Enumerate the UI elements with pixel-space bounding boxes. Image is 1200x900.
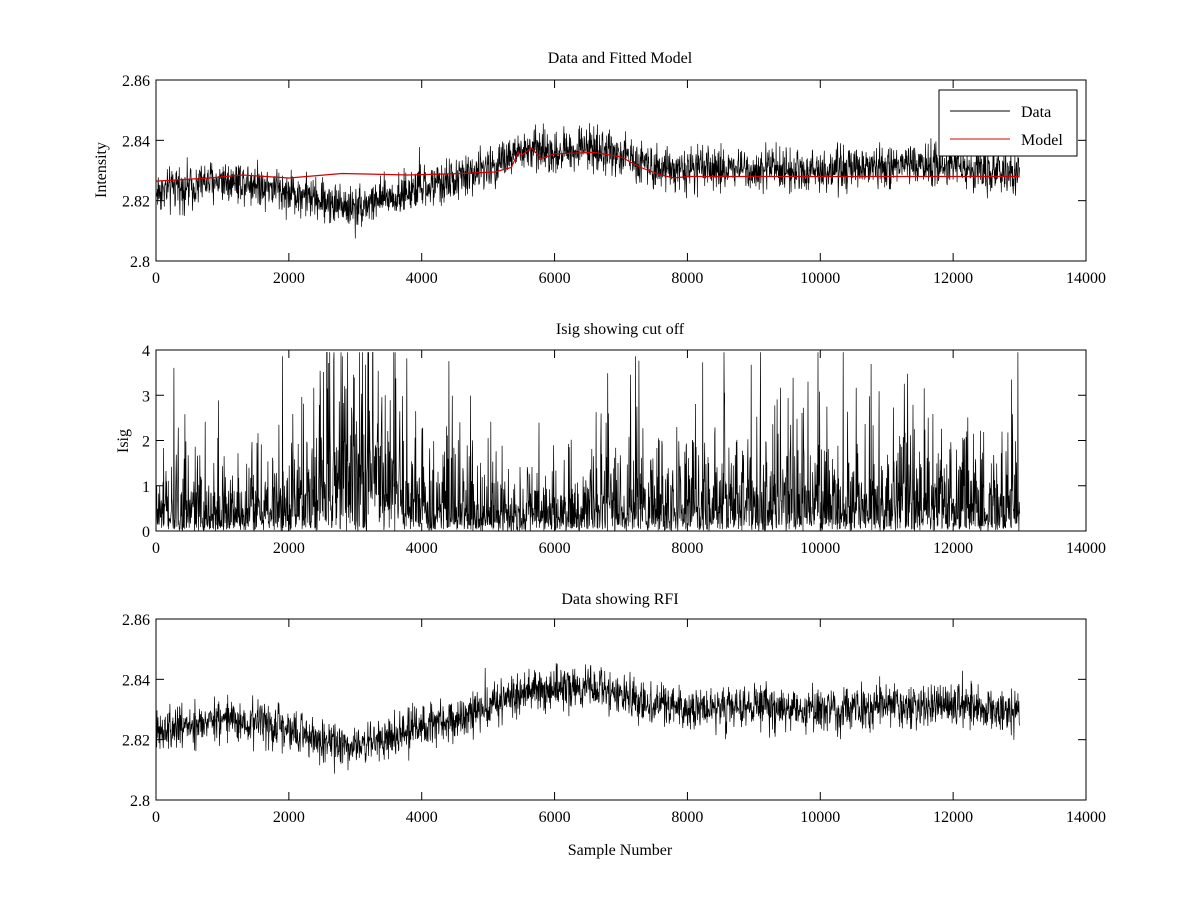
y-tick-label: 2.86 bbox=[122, 73, 150, 90]
y-tick-label: 0 bbox=[142, 524, 150, 541]
y-tick-label: 2.84 bbox=[122, 672, 150, 689]
series-model-line bbox=[156, 147, 1020, 182]
x-tick-label: 10000 bbox=[800, 270, 840, 287]
panel-1-plot-area: 0 2000 4000 6000 8000 10000 12000 14000 2.8 2.82 2… bbox=[122, 73, 1106, 287]
x-tick-label: 0 bbox=[152, 540, 160, 557]
y-tick-label: 2.86 bbox=[122, 612, 150, 629]
panel-2-plot-area: 0 2000 4000 6000 8000 10000 12000 14000 0 1 2 3 4 bbox=[142, 343, 1106, 557]
y-tick-label: 2 bbox=[142, 434, 150, 451]
panel-3-series bbox=[156, 663, 1020, 774]
x-tick-label: 2000 bbox=[273, 809, 305, 826]
legend-box bbox=[938, 89, 1078, 157]
x-tick-label: 8000 bbox=[671, 809, 703, 826]
x-tick-label: 2000 bbox=[273, 270, 305, 287]
panel-3-title: Data showing RFI bbox=[561, 591, 678, 608]
y-tick-label: 2.8 bbox=[130, 254, 150, 271]
legend-data-label: Data bbox=[1021, 104, 1051, 121]
y-tick-label: 2.82 bbox=[122, 733, 150, 750]
x-tick-label: 8000 bbox=[671, 540, 703, 557]
y-tick-label: 4 bbox=[142, 343, 150, 360]
panel-2: Isig showing cut off Isig 0 2000 4000 6000 8… bbox=[115, 321, 1106, 557]
y-tick-label: 2.8 bbox=[130, 793, 150, 810]
panel-1-ylabel: Intensity bbox=[93, 142, 110, 198]
panel-3: Data showing RFI Sample Number 0 2000 4000… bbox=[122, 591, 1106, 859]
panel-2-ylabel: Isig bbox=[115, 429, 132, 453]
x-tick-label: 0 bbox=[152, 270, 160, 287]
panel-2-series bbox=[156, 351, 1020, 531]
x-tick-label: 0 bbox=[152, 809, 160, 826]
legend-model-label: Model bbox=[1021, 132, 1063, 149]
x-tick-label: 8000 bbox=[671, 270, 703, 287]
legend: Data Model bbox=[938, 89, 1078, 157]
panel-1-title: Data and Fitted Model bbox=[548, 50, 693, 67]
x-tick-label: 12000 bbox=[933, 270, 973, 287]
panel-2-title: Isig showing cut off bbox=[556, 321, 685, 338]
x-tick-label: 14000 bbox=[1066, 809, 1106, 826]
panel-3-xlabel: Sample Number bbox=[568, 842, 673, 859]
series-isig-line bbox=[156, 351, 1020, 531]
panel-3-plot-area: 0 2000 4000 6000 8000 10000 12000 14000 2.8 2.82 2… bbox=[122, 612, 1106, 826]
x-tick-label: 14000 bbox=[1066, 540, 1106, 557]
x-tick-label: 10000 bbox=[800, 809, 840, 826]
x-tick-label: 2000 bbox=[273, 540, 305, 557]
y-tick-label: 2.84 bbox=[122, 133, 150, 150]
x-tick-label: 4000 bbox=[406, 270, 438, 287]
x-tick-label: 4000 bbox=[406, 540, 438, 557]
y-tick-label: 1 bbox=[142, 479, 150, 496]
panel-1-axes-box bbox=[155, 79, 1087, 262]
x-tick-label: 6000 bbox=[539, 540, 571, 557]
x-tick-label: 10000 bbox=[800, 540, 840, 557]
series-data-line bbox=[156, 663, 1020, 774]
panel-1-series bbox=[156, 123, 1020, 239]
y-tick-label: 3 bbox=[142, 388, 150, 405]
x-tick-label: 12000 bbox=[933, 540, 973, 557]
x-tick-label: 6000 bbox=[539, 270, 571, 287]
y-tick-label: 2.82 bbox=[122, 194, 150, 211]
x-tick-label: 6000 bbox=[539, 809, 571, 826]
panel-3-axes-box bbox=[155, 618, 1087, 801]
series-data-line bbox=[156, 123, 1020, 239]
x-tick-label: 4000 bbox=[406, 809, 438, 826]
x-tick-label: 12000 bbox=[933, 809, 973, 826]
panel-1: Data and Fitted Model Intensity 0 2000 400… bbox=[93, 50, 1106, 287]
x-tick-label: 14000 bbox=[1066, 270, 1106, 287]
